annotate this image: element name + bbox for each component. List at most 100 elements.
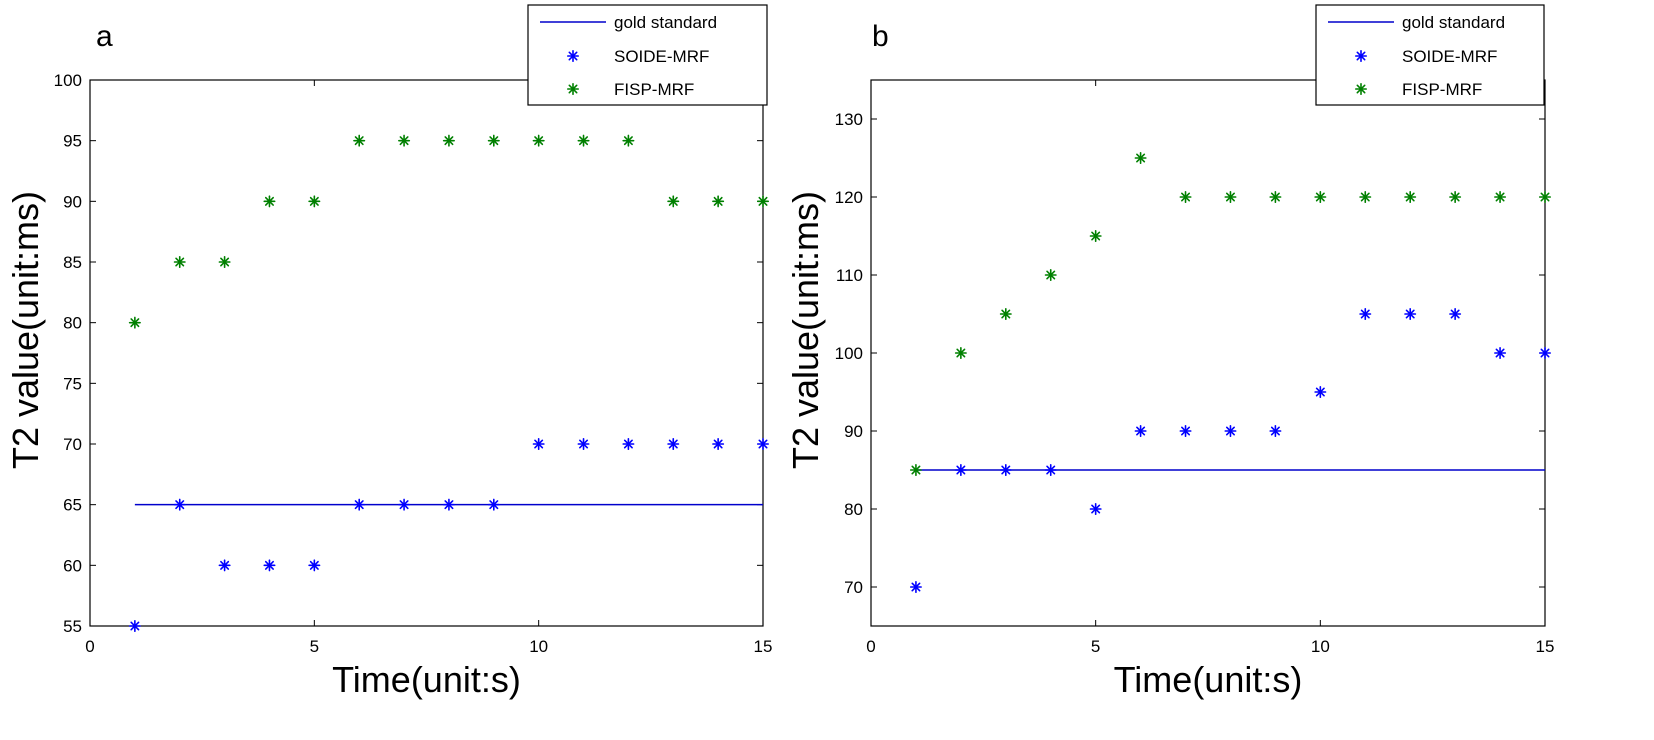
soide-mrf-point bbox=[577, 437, 590, 451]
x-tick-label: 10 bbox=[1311, 637, 1330, 656]
y-tick-label: 120 bbox=[835, 188, 863, 207]
x-tick-label: 5 bbox=[310, 637, 319, 656]
soide-mrf-point bbox=[756, 437, 770, 451]
y-tick-label: 65 bbox=[63, 496, 82, 515]
fisp-mrf-point bbox=[1179, 191, 1192, 203]
soide-mrf-point bbox=[622, 437, 635, 451]
legend-label: gold standard bbox=[614, 13, 717, 32]
soide-mrf-point bbox=[173, 498, 186, 511]
plot-frame bbox=[89, 79, 764, 627]
soide-mrf-point bbox=[667, 437, 680, 451]
fisp-mrf-point bbox=[128, 316, 141, 329]
y-tick-label: 100 bbox=[835, 344, 863, 363]
y-tick-label: 60 bbox=[63, 556, 82, 575]
soide-mrf-point bbox=[1449, 307, 1462, 321]
soide-mrf-point bbox=[1044, 463, 1057, 477]
fisp-mrf-point bbox=[1224, 191, 1237, 203]
soide-mrf-point bbox=[218, 559, 231, 572]
legend-label: SOIDE-MRF bbox=[1402, 47, 1497, 66]
fisp-mrf-point bbox=[1449, 191, 1462, 203]
panel-b: 70 80 90 100 110 120 130 0 5 10 15 Time(unit:s) T2 v… bbox=[785, 4, 1555, 700]
fisp-mrf-point bbox=[1269, 191, 1282, 203]
soide-mrf-point bbox=[353, 498, 366, 511]
soide-mrf-point bbox=[442, 498, 455, 511]
soide-mrf-point bbox=[487, 498, 500, 511]
y-tick-label: 90 bbox=[844, 422, 863, 441]
legend: gold standard SOIDE-MRF FISP-MRF bbox=[1315, 4, 1545, 106]
plot-frame bbox=[870, 79, 1546, 627]
y-tick-label: 80 bbox=[844, 500, 863, 519]
soide-mrf-point bbox=[909, 580, 922, 594]
soide-mrf-point bbox=[1134, 424, 1147, 438]
y-tick-label: 75 bbox=[63, 374, 82, 393]
y-tick-label: 90 bbox=[63, 192, 82, 211]
y-tick-label: 85 bbox=[63, 253, 82, 272]
fisp-mrf-point bbox=[1539, 191, 1551, 203]
x-tick-label: 0 bbox=[85, 637, 94, 656]
legend-marker-fisp bbox=[1355, 83, 1367, 95]
x-tick-label: 5 bbox=[1091, 637, 1100, 656]
fisp-mrf-point bbox=[263, 195, 276, 208]
y-tick-label: 70 bbox=[63, 435, 82, 454]
fisp-mrf-point bbox=[1314, 191, 1327, 203]
soide-mrf-point bbox=[1224, 424, 1237, 438]
x-axis-label: Time(unit:s) bbox=[1114, 659, 1303, 700]
fisp-mrf-point bbox=[667, 195, 680, 208]
soide-mrf-point bbox=[1539, 346, 1551, 360]
fisp-mrf-point bbox=[909, 463, 922, 477]
y-axis-label: T2 value(unit:ms) bbox=[5, 191, 46, 469]
soide-mrf-point bbox=[1404, 307, 1417, 321]
fisp-mrf-point bbox=[1044, 268, 1057, 282]
fisp-mrf-point bbox=[622, 134, 635, 147]
fisp-mrf-point bbox=[218, 255, 231, 269]
y-tick-label: 80 bbox=[63, 314, 82, 333]
x-axis-label: Time(unit:s) bbox=[332, 659, 521, 700]
legend-label: FISP-MRF bbox=[614, 80, 694, 99]
fisp-mrf-point bbox=[398, 134, 411, 147]
soide-mrf-point bbox=[1089, 502, 1102, 516]
soide-mrf-point bbox=[1494, 346, 1507, 360]
legend: gold standard SOIDE-MRF FISP-MRF bbox=[527, 4, 768, 106]
y-tick-label: 70 bbox=[844, 578, 863, 597]
legend-label: SOIDE-MRF bbox=[614, 47, 709, 66]
legend-label: gold standard bbox=[1402, 13, 1505, 32]
fisp-mrf-point bbox=[487, 134, 500, 147]
panel-label: b bbox=[872, 20, 889, 53]
fisp-mrf-point bbox=[532, 134, 545, 147]
legend-label: FISP-MRF bbox=[1402, 80, 1482, 99]
soide-mrf-point bbox=[263, 559, 276, 572]
soide-mrf-point bbox=[1314, 385, 1327, 399]
soide-mrf-point bbox=[954, 463, 967, 477]
fisp-mrf-point bbox=[712, 195, 725, 208]
fisp-mrf-point bbox=[1134, 152, 1147, 164]
fisp-mrf-point bbox=[1404, 191, 1417, 203]
legend-marker-fisp bbox=[566, 83, 580, 95]
fisp-mrf-point bbox=[954, 346, 967, 360]
y-axis-label: T2 value(unit:ms) bbox=[785, 191, 826, 469]
soide-mrf-point bbox=[398, 498, 411, 511]
x-tick-label: 0 bbox=[866, 637, 875, 656]
fisp-mrf-point bbox=[1494, 191, 1507, 203]
x-tick-label: 15 bbox=[754, 637, 773, 656]
soide-mrf-point bbox=[532, 437, 545, 451]
soide-mrf-point bbox=[128, 619, 141, 633]
soide-mrf-point bbox=[712, 437, 725, 451]
fisp-mrf-point bbox=[1359, 191, 1372, 203]
fisp-mrf-point bbox=[999, 307, 1012, 321]
y-tick-label: 130 bbox=[835, 110, 863, 129]
y-tick-label: 55 bbox=[63, 617, 82, 636]
x-tick-label: 15 bbox=[1536, 637, 1555, 656]
y-tick-label: 95 bbox=[63, 132, 82, 151]
fisp-mrf-point bbox=[173, 255, 186, 269]
legend-marker-soide bbox=[1355, 49, 1367, 63]
legend-marker-soide bbox=[566, 49, 580, 63]
soide-mrf-point bbox=[1179, 424, 1192, 438]
soide-mrf-point bbox=[999, 463, 1012, 477]
panel-label: a bbox=[96, 20, 113, 53]
soide-mrf-point bbox=[1269, 424, 1282, 438]
x-tick-label: 10 bbox=[529, 637, 548, 656]
soide-mrf-point bbox=[1359, 307, 1372, 321]
fisp-mrf-point bbox=[353, 134, 366, 147]
y-tick-label: 110 bbox=[836, 266, 863, 285]
